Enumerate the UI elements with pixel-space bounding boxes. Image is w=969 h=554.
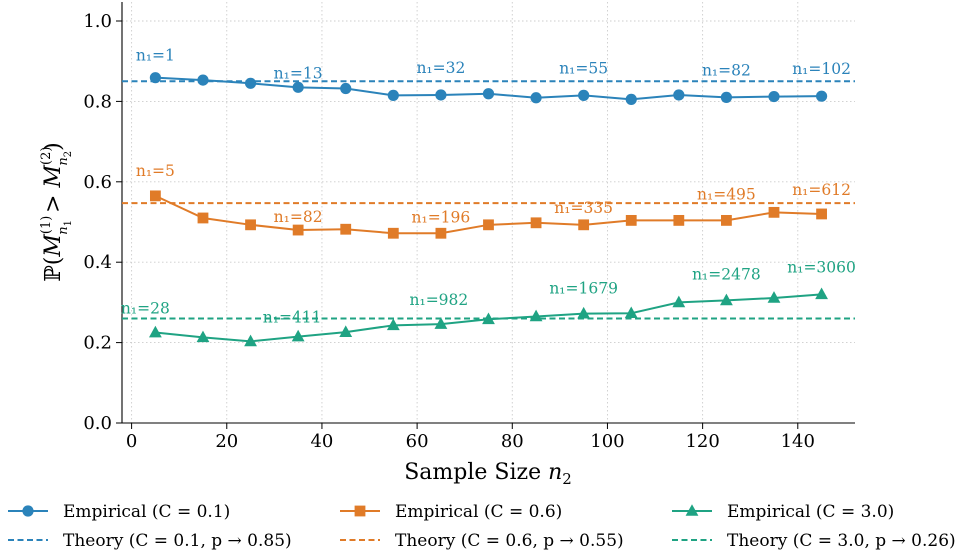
n1-annotation: n₁=82: [274, 208, 323, 226]
n1-annotation: n₁=55: [559, 59, 608, 77]
data-point: [386, 318, 400, 331]
data-point: [624, 306, 638, 319]
data-point: [625, 214, 637, 226]
data-point: [767, 291, 781, 303]
n1-annotation: n₁=982: [410, 291, 469, 309]
data-point: [815, 90, 828, 102]
data-point: [245, 219, 256, 231]
data-point: [292, 81, 304, 93]
data-point: [148, 325, 162, 338]
data-point: [435, 227, 447, 239]
data-point: [529, 309, 543, 322]
data-point: [768, 90, 780, 103]
data-point: [673, 214, 685, 226]
data-point: [434, 317, 448, 329]
data-point: [720, 293, 733, 306]
data-point: [577, 306, 591, 319]
data-point: [435, 89, 447, 101]
n1-annotation: n₁=13: [274, 64, 323, 82]
legend-marker: [685, 504, 699, 516]
n1-annotation: n₁=5: [136, 162, 175, 180]
series-layer: [122, 72, 855, 347]
data-point: [721, 214, 732, 226]
n1-annotation: n₁=495: [697, 185, 756, 203]
n1-annotation: n₁=1679: [549, 280, 618, 298]
legend-marker: [22, 505, 34, 517]
data-point: [625, 93, 637, 105]
data-point: [720, 91, 733, 103]
annotations: n₁=1 n₁=13 n₁=32 n₁=55 n₁=82 n₁=102 n₁=5 n₁=82 n…: [121, 47, 856, 327]
x-tick-label: 100: [590, 431, 624, 452]
data-point: [816, 208, 827, 220]
legend-label: Empirical (C = 0.6): [395, 502, 562, 522]
y-tick-label: 0.6: [83, 172, 112, 193]
y-tick-label: 0.4: [83, 252, 112, 273]
x-tick-label: 140: [781, 431, 815, 452]
data-point: [196, 330, 210, 343]
data-point: [340, 223, 352, 235]
legend-label: Theory (C = 0.1, p → 0.85): [63, 531, 292, 551]
n1-annotation: n₁=28: [121, 300, 170, 318]
x-tick-label: 0: [126, 431, 137, 452]
legend-label: Empirical (C = 0.1): [63, 502, 230, 522]
data-point: [149, 72, 161, 84]
legend-label: Empirical (C = 3.0): [727, 502, 894, 522]
y-tick-label: 0.8: [83, 91, 112, 112]
data-point: [387, 89, 399, 101]
n1-annotation: n₁=411: [263, 309, 322, 327]
n1-annotation: n₁=3060: [787, 258, 856, 276]
y-tick-label: 0.2: [83, 333, 112, 354]
data-point: [387, 227, 399, 239]
x-tick-label: 60: [406, 431, 429, 452]
svg-text:ℙ(M(1)n1 > M(2)n2): ℙ(M(1) n1 > M(2) n2): [39, 142, 74, 282]
x-tick-label: 20: [215, 431, 238, 452]
n1-annotation: n₁=612: [792, 181, 851, 199]
data-point: [578, 89, 590, 101]
data-point: [530, 92, 542, 104]
n1-annotation: n₁=32: [416, 59, 465, 77]
y-axis-label: ℙ(M(1) n1 > M(2) n2): [39, 142, 74, 282]
data-point: [149, 190, 161, 202]
n1-annotation: n₁=1: [136, 47, 175, 65]
y-tick-label: 0.0: [83, 413, 112, 434]
data-point: [673, 89, 685, 101]
n1-annotation: n₁=102: [792, 60, 851, 78]
data-point: [292, 224, 304, 236]
x-tick-label: 40: [310, 431, 333, 452]
legend-label: Theory (C = 0.6, p → 0.55): [395, 531, 624, 551]
x-tick-label: 80: [501, 431, 524, 452]
x-tick-label: 120: [685, 431, 719, 452]
data-point: [768, 206, 780, 218]
data-point: [672, 295, 686, 308]
data-point: [197, 212, 209, 224]
data-point: [530, 217, 542, 229]
n1-annotation: n₁=196: [412, 208, 471, 226]
n1-annotation: n₁=82: [702, 61, 751, 79]
data-point: [197, 74, 209, 86]
legend-marker: [354, 505, 366, 517]
legend-label: Theory (C = 3.0, p → 0.26): [727, 531, 956, 551]
n1-annotation: n₁=335: [554, 199, 613, 217]
data-point: [244, 334, 257, 347]
axes: 0 20 40 60 80 100 120 140 0.0 0.2 0.4 0.6 0.8 1.0: [83, 2, 855, 452]
data-point: [291, 329, 305, 342]
data-point: [340, 82, 352, 95]
data-point: [244, 77, 257, 89]
data-point: [482, 88, 495, 100]
data-point: [815, 287, 828, 300]
data-point: [482, 312, 495, 325]
data-point: [483, 219, 494, 231]
x-axis-label: Sample Size n2: [404, 460, 572, 488]
data-point: [578, 219, 590, 231]
data-point: [339, 325, 353, 337]
n1-annotation: n₁=2478: [692, 265, 761, 283]
legend: Empirical (C = 0.1) Theory (C = 0.1, p → …: [8, 502, 956, 551]
y-tick-label: 1.0: [83, 11, 112, 32]
